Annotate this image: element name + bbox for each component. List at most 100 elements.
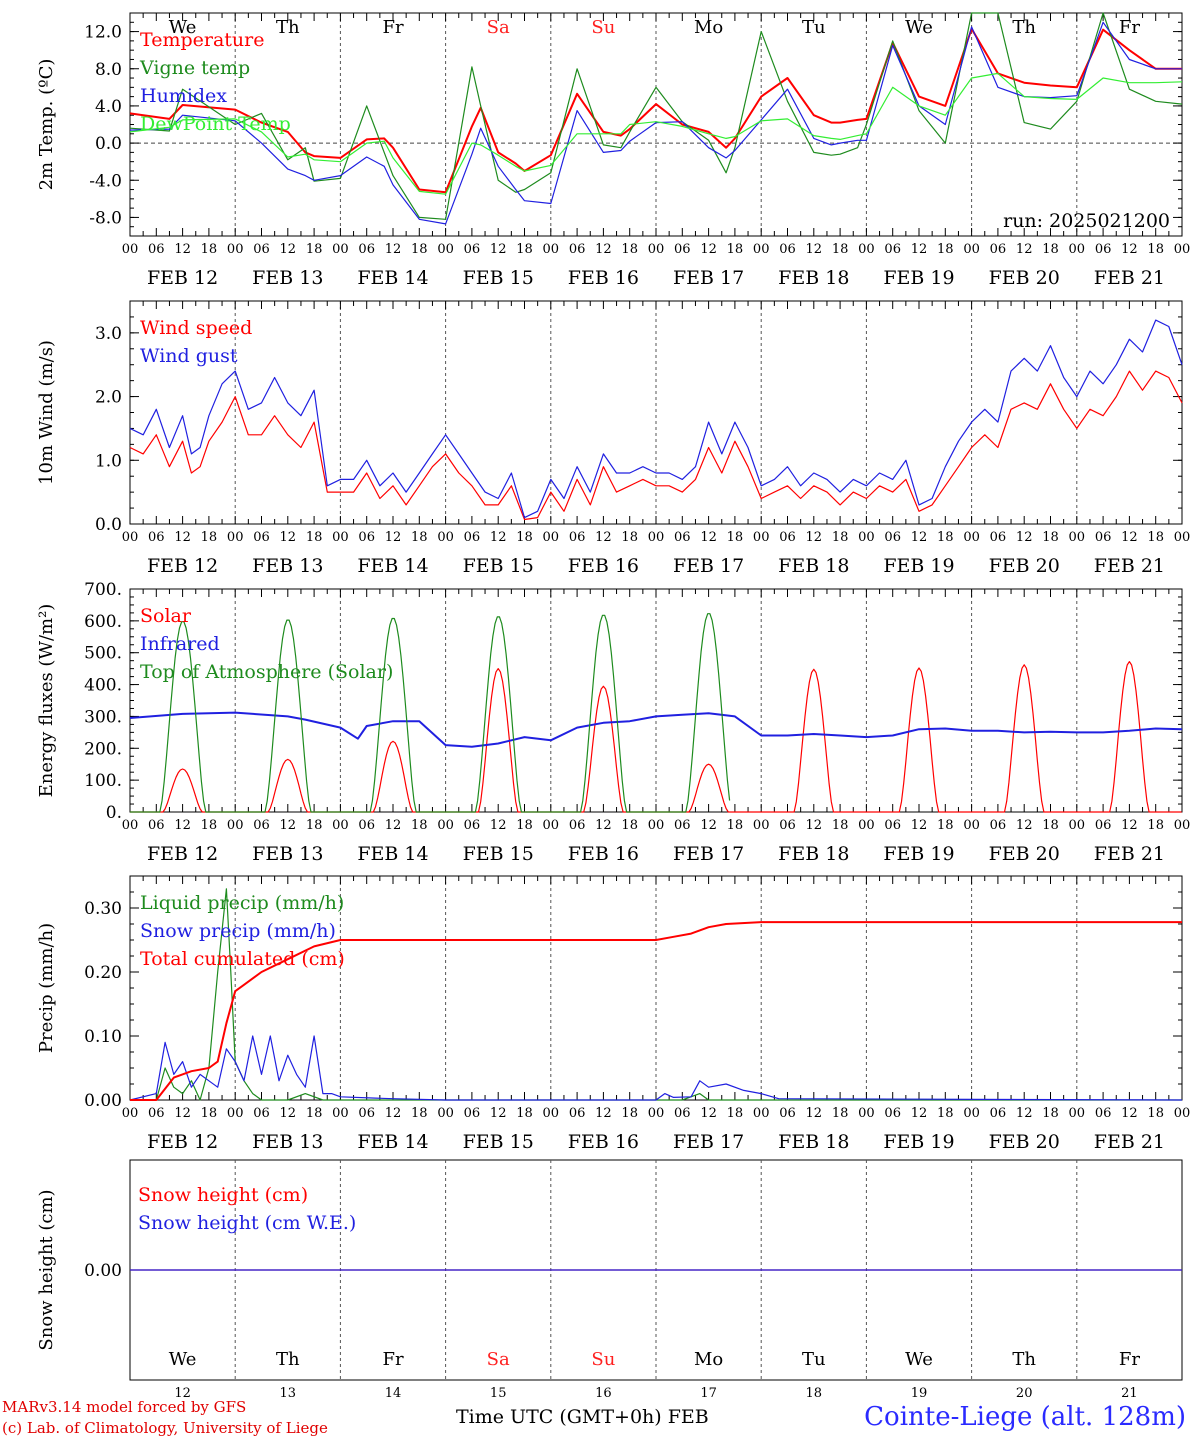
hour-tick-label: 12 [595, 1106, 612, 1121]
hour-tick-label: 12 [490, 1106, 507, 1121]
y-tick-label: 2.0 [95, 388, 122, 408]
hour-tick-label: 18 [621, 818, 638, 833]
hour-tick-label: 18 [1042, 242, 1059, 257]
plot-frame [129, 300, 1183, 525]
hour-tick-label: 18 [306, 818, 323, 833]
day-name: Sa [487, 1349, 510, 1370]
y-tick-label: 8.0 [95, 60, 122, 80]
hour-tick-label: 18 [1042, 1106, 1059, 1121]
hour-tick-label: 06 [674, 530, 691, 545]
hour-tick-label: 12 [700, 530, 717, 545]
hour-tick-label: 18 [201, 818, 218, 833]
day-number: 15 [490, 1386, 507, 1400]
hour-tick-label: 00 [437, 530, 454, 545]
hour-tick-label: 18 [1147, 242, 1164, 257]
hour-tick-label: 00 [227, 242, 244, 257]
hour-tick-label: 18 [201, 242, 218, 257]
y-tick-label: 600. [84, 612, 122, 632]
hour-tick-label: 18 [832, 530, 849, 545]
y-tick-label: 0.20 [84, 963, 122, 983]
hour-tick-label: 18 [1147, 530, 1164, 545]
hour-tick-label: 06 [148, 818, 165, 833]
hour-tick-label: 00 [1069, 530, 1086, 545]
panel-2 [129, 300, 1183, 525]
panel-4 [129, 875, 1183, 1101]
hour-tick-label: 06 [358, 242, 375, 257]
day-name: Th [1012, 17, 1036, 38]
date-label: FEB 17 [673, 1131, 744, 1153]
hour-tick-label: 06 [148, 1106, 165, 1121]
hour-tick-label: 00 [648, 1106, 665, 1121]
hour-tick-label: 00 [753, 242, 770, 257]
hour-tick-label: 18 [727, 1106, 744, 1121]
hour-tick-label: 06 [569, 818, 586, 833]
hour-tick-label: 12 [490, 530, 507, 545]
date-label: FEB 14 [357, 267, 428, 289]
hour-tick-label: 06 [148, 530, 165, 545]
date-label: FEB 17 [673, 555, 744, 577]
hour-tick-label: 18 [201, 530, 218, 545]
y-tick-label: 0.0 [95, 134, 122, 154]
hour-tick-label: 18 [1147, 1106, 1164, 1121]
hour-tick-label: 00 [437, 818, 454, 833]
time-axis-title-text: Time UTC (GMT+0h) [456, 1406, 662, 1428]
panel-5 [129, 1159, 1183, 1381]
hour-tick-label: 12 [490, 818, 507, 833]
hour-tick-label: 12 [700, 242, 717, 257]
hour-tick-label: 18 [516, 1106, 533, 1121]
hour-tick-label: 00 [858, 530, 875, 545]
series-line-humidex [129, 21, 1182, 225]
legend-entry: Snow height (cm) [138, 1184, 308, 1206]
day-name: Fr [1119, 17, 1140, 38]
hour-tick-label: 00 [543, 818, 560, 833]
series-line-total-cumulated-cm [130, 921, 1182, 1101]
plot-frame [129, 588, 1183, 813]
hour-tick-label: 06 [569, 1106, 586, 1121]
y-tick-label: -8.0 [89, 208, 122, 228]
hour-tick-label: 06 [1095, 818, 1112, 833]
day-name: We [905, 17, 933, 38]
legend-entry: Wind gust [140, 345, 238, 367]
hour-tick-label: 00 [332, 1106, 349, 1121]
hour-tick-label: 06 [1095, 1106, 1112, 1121]
hour-tick-label: 00 [963, 530, 980, 545]
hour-tick-label: 06 [253, 530, 270, 545]
legend-entry: Liquid precip (mm/h) [140, 892, 344, 914]
hour-tick-label: 00 [858, 818, 875, 833]
date-label: FEB 15 [463, 1131, 534, 1153]
hour-tick-label: 00 [332, 530, 349, 545]
time-axis-title: Time UTC (GMT+0h) FEB [456, 1406, 709, 1428]
hour-tick-label: 12 [385, 1106, 402, 1121]
hour-tick-label: 18 [306, 1106, 323, 1121]
legend-entry: Wind speed [140, 317, 252, 339]
hour-tick-label: 06 [990, 1106, 1007, 1121]
date-label: FEB 13 [252, 267, 323, 289]
day-name: Tu [802, 1349, 826, 1370]
y-tick-label: 0.30 [84, 899, 122, 919]
legend-entry: Temperature [140, 29, 264, 51]
legend-entry: Humidex [140, 85, 227, 107]
series-line-infrared [129, 711, 1183, 748]
legend-entry: Total cumulated (cm) [140, 948, 345, 970]
hour-tick-label: 06 [464, 818, 481, 833]
hour-tick-label: 18 [832, 242, 849, 257]
hour-tick-label: 00 [963, 818, 980, 833]
day-name: We [169, 17, 197, 38]
hour-tick-label: 00 [543, 1106, 560, 1121]
hour-tick-label: 12 [806, 242, 823, 257]
panel-1 [129, 12, 1183, 237]
meteogram: 12.0 8.0 4.0 0.0 -4.0 -8.0 2m Temp. (ºC) Temper… [36, 12, 1190, 1400]
date-label: FEB 18 [778, 843, 849, 865]
hour-tick-label: 00 [1069, 818, 1086, 833]
hour-tick-label: 06 [990, 530, 1007, 545]
hour-tick-label: 18 [937, 1106, 954, 1121]
hour-tick-label: 12 [700, 1106, 717, 1121]
hour-tick-label: 06 [464, 530, 481, 545]
day-name: Fr [1119, 1349, 1140, 1370]
y-tick-label: -4.0 [89, 171, 122, 191]
date-label: FEB 12 [147, 555, 218, 577]
day-name: Th [1012, 1349, 1036, 1370]
day-name: Mo [694, 17, 723, 38]
hour-tick-label: 06 [569, 242, 586, 257]
day-number: 12 [174, 1386, 191, 1400]
